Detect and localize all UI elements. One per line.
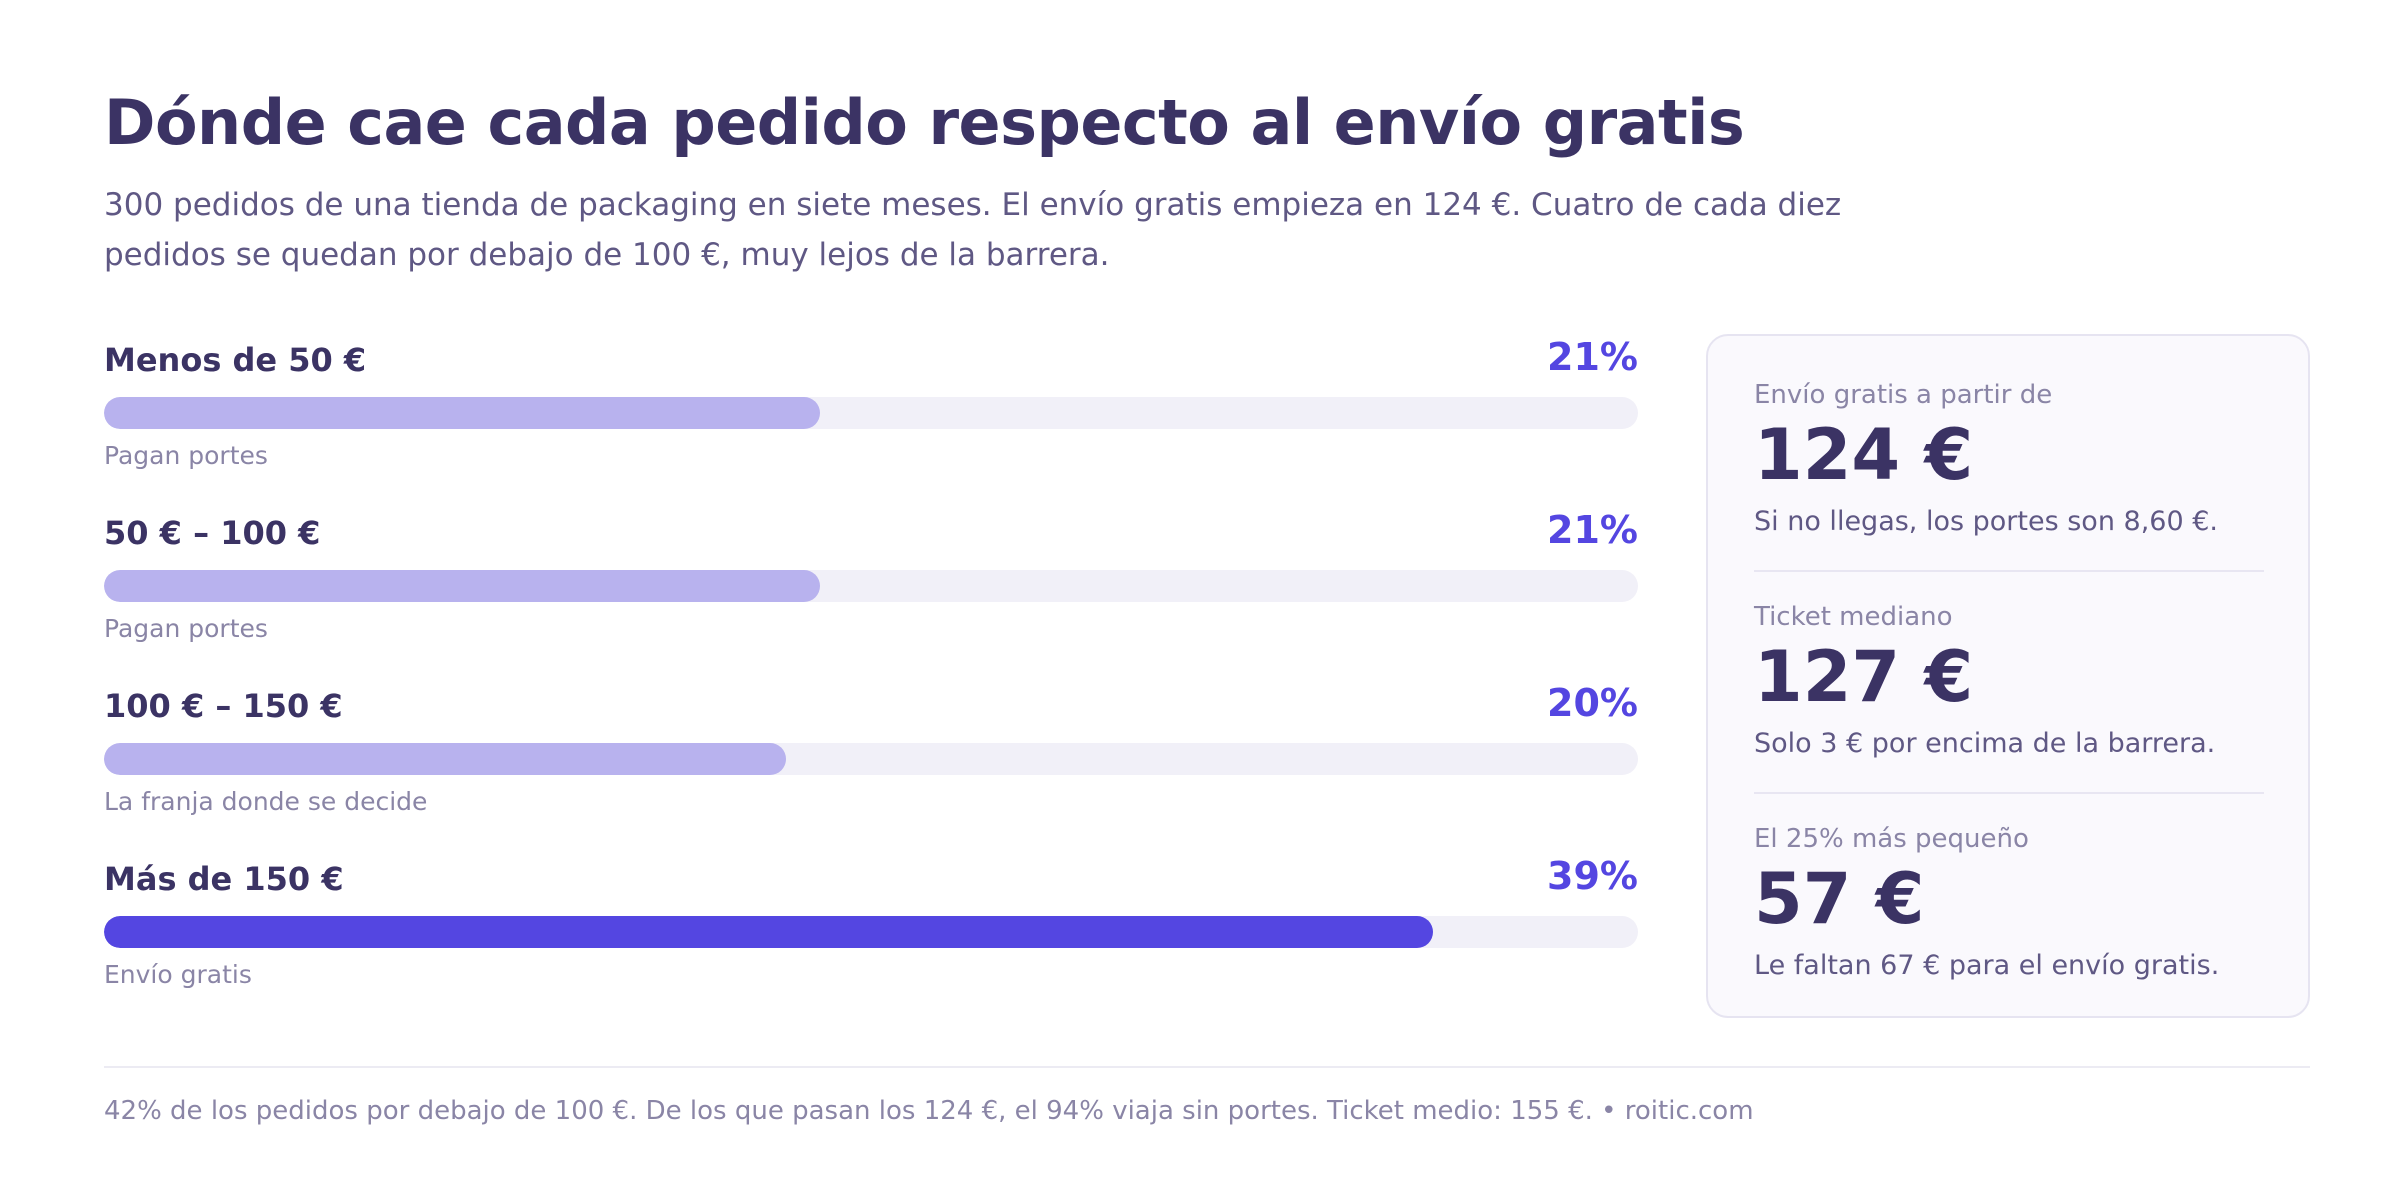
stat-note: Le faltan 67 € para el envío gratis.: [1754, 950, 2220, 981]
page-subtitle: 300 pedidos de una tienda de packaging e…: [104, 187, 1842, 273]
bar: [104, 570, 820, 602]
category-note: La franja donde se decide: [104, 787, 428, 816]
category-label: 100 € – 150 €: [104, 687, 343, 725]
stat-value: 57 €: [1754, 858, 1925, 940]
stat-note: Solo 3 € por encima de la barrera.: [1754, 728, 2216, 759]
stats-panel: Envío gratis a partir de 124 € Si no lle…: [1706, 334, 2310, 1018]
chart-row: Más de 150 € 39% Envío gratis: [104, 854, 1638, 1027]
bar-track: [104, 397, 1638, 429]
footer-divider: [104, 1066, 2310, 1068]
bar-track: [104, 916, 1638, 948]
panel-divider: [1754, 792, 2264, 794]
stat-label: Ticket mediano: [1754, 602, 1953, 632]
stat-lowest-quartile: El 25% más pequeño 57 € Le faltan 67 € p…: [1754, 824, 2264, 981]
value-label: 21%: [1547, 335, 1638, 379]
stat-free-shipping-threshold: Envío gratis a partir de 124 € Si no lle…: [1754, 380, 2264, 537]
chart-row: Menos de 50 € 21% Pagan portes: [104, 335, 1638, 508]
stat-value: 127 €: [1754, 636, 1974, 718]
bar: [104, 743, 786, 775]
category-note: Envío gratis: [104, 960, 252, 989]
bar-track: [104, 743, 1638, 775]
category-note: Pagan portes: [104, 614, 268, 643]
category-note: Pagan portes: [104, 441, 268, 470]
stat-median-ticket: Ticket mediano 127 € Solo 3 € por encima…: [1754, 602, 2264, 759]
stat-label: El 25% más pequeño: [1754, 824, 2029, 854]
bar: [104, 397, 820, 429]
footer-note: 42% de los pedidos por debajo de 100 €. …: [104, 1096, 1754, 1126]
stat-note: Si no llegas, los portes son 8,60 €.: [1754, 506, 2218, 537]
stat-value: 124 €: [1754, 414, 1974, 496]
bar: [104, 916, 1433, 948]
stat-label: Envío gratis a partir de: [1754, 380, 2053, 410]
value-label: 39%: [1547, 854, 1638, 898]
category-label: Más de 150 €: [104, 860, 344, 898]
page-title: Dónde cae cada pedido respecto al envío …: [104, 86, 1745, 159]
category-label: Menos de 50 €: [104, 341, 367, 379]
chart-row: 50 € – 100 € 21% Pagan portes: [104, 508, 1638, 681]
distribution-bar-chart: Menos de 50 €21% Pagan portes 50 € – 100 €…: [104, 335, 1638, 1027]
panel-divider: [1754, 570, 2264, 572]
value-label: 21%: [1547, 508, 1638, 552]
chart-row: 100 € – 150 € 20% La franja donde se decid…: [104, 681, 1638, 854]
value-label: 20%: [1547, 681, 1638, 725]
bar-track: [104, 570, 1638, 602]
category-label: 50 € – 100 €: [104, 514, 321, 552]
